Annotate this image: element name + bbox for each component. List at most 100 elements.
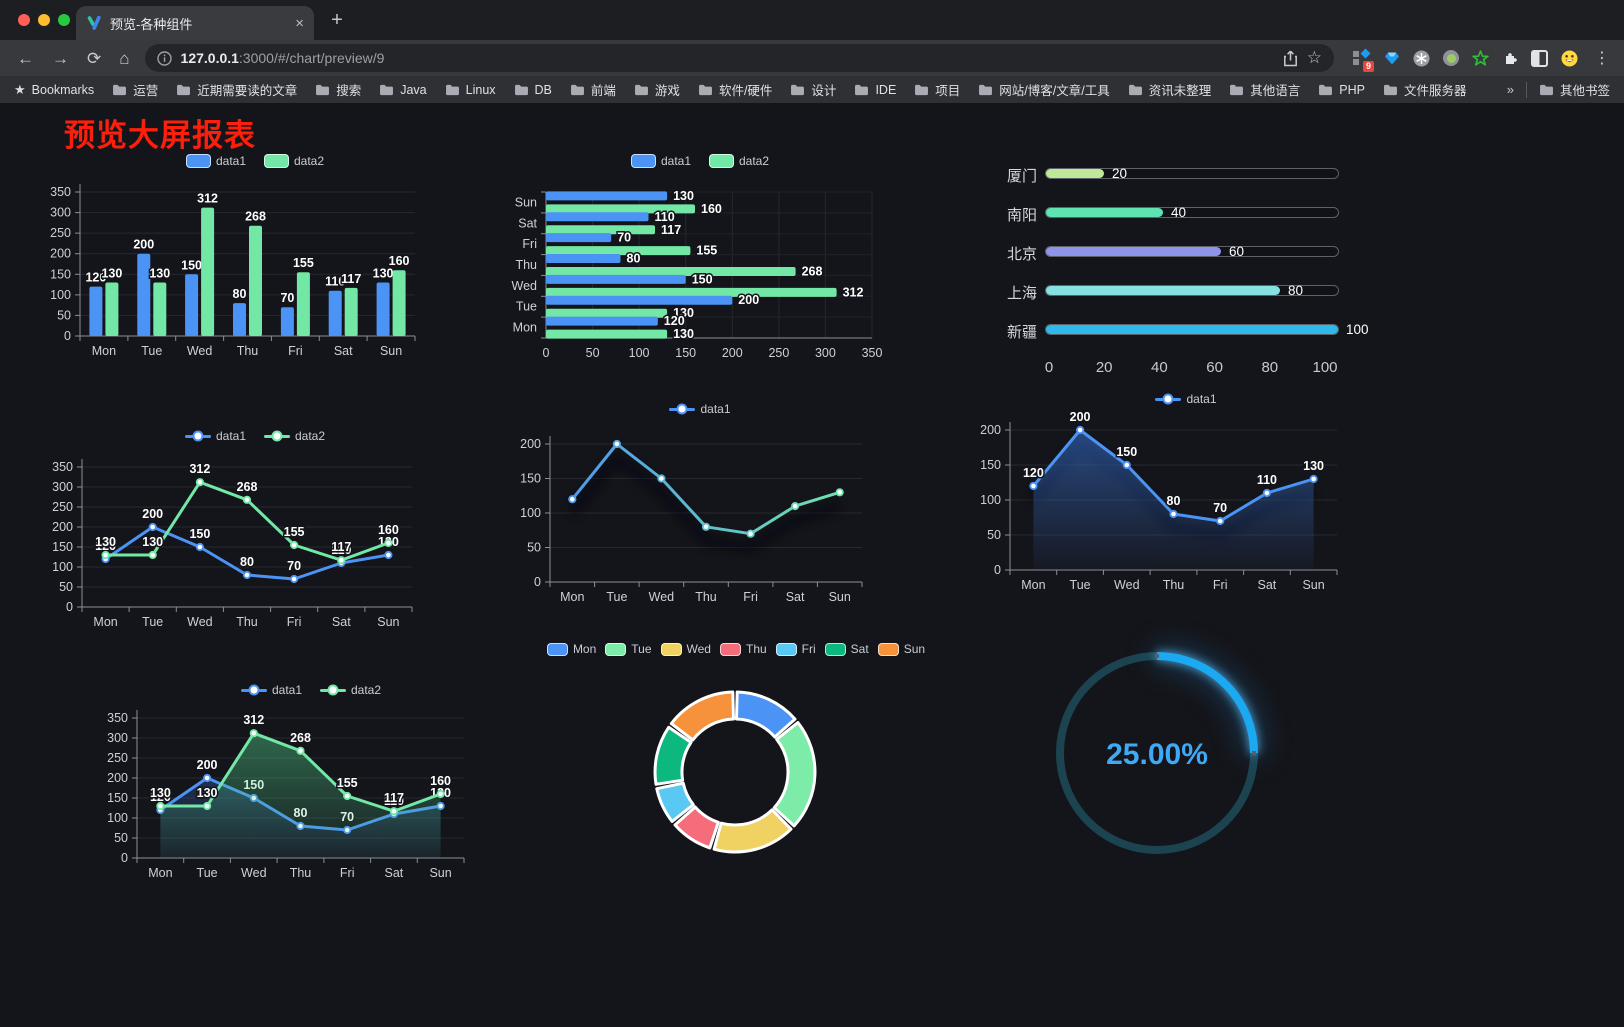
legend-item-data1[interactable]: data1 — [240, 683, 302, 697]
legend-item-Tue[interactable]: Tue — [605, 642, 652, 656]
svg-text:300: 300 — [50, 206, 71, 220]
fullscreen-window-button[interactable] — [58, 14, 70, 26]
legend-label: data2 — [351, 683, 382, 697]
extension-snowflake-icon[interactable] — [1413, 50, 1430, 67]
extension-grid-diamond-icon[interactable]: 9 — [1352, 48, 1374, 72]
progress-value: 60 — [1229, 244, 1245, 259]
pie-slice-Sat[interactable] — [653, 725, 693, 786]
reload-button[interactable]: ⟳ — [87, 48, 102, 68]
pie-slice-Fri[interactable] — [655, 781, 695, 823]
svg-text:Wed: Wed — [1114, 578, 1140, 592]
bookmark-folder-Linux[interactable]: Linux — [445, 80, 496, 99]
svg-text:350: 350 — [862, 346, 883, 360]
legend-item-Sat[interactable]: Sat — [824, 642, 869, 656]
legend-item-data1[interactable]: data1 — [184, 429, 246, 443]
bookmark-folder-其他语言[interactable]: 其他语言 — [1229, 80, 1300, 99]
back-button[interactable]: ← — [17, 48, 34, 68]
line-gradient-canvas: 0 50 100 150 200 Mon Tue Wed Thu Fri Sat Sun — [520, 436, 863, 604]
legend-item-Mon[interactable]: Mon — [546, 642, 596, 656]
bookmark-folder-Java[interactable]: Java — [379, 80, 427, 99]
bookmark-folder-项目[interactable]: 项目 — [914, 80, 960, 99]
legend-item-data2[interactable]: data2 — [264, 154, 324, 168]
legend-item-Thu[interactable]: Thu — [719, 642, 767, 656]
bookmark-folder-前端[interactable]: 前端 — [570, 80, 616, 99]
chart-legend: data1 data2 — [40, 429, 470, 443]
forward-button[interactable]: → — [52, 48, 69, 68]
legend-label: Tue — [631, 642, 652, 656]
svg-text:130: 130 — [101, 267, 122, 281]
minimize-window-button[interactable] — [38, 14, 50, 26]
legend-item-Wed[interactable]: Wed — [660, 642, 711, 656]
extension-gem-icon[interactable] — [1384, 51, 1400, 66]
browser-tab[interactable]: 预览-各种组件 × — [76, 6, 314, 40]
svg-text:Sat: Sat — [334, 344, 353, 358]
address-bar[interactable]: 127.0.0.1:3000/#/chart/preview/9 ☆ — [144, 44, 1334, 72]
browser-menu-icon[interactable]: ⋮ — [1594, 50, 1610, 67]
tab-close-icon[interactable]: × — [295, 14, 304, 32]
bookmark-items: 运营 近期需要读的文章 搜索 Java Linux DB 前端 游戏 软件/硬件 设计 IDE 项目 网… — [112, 80, 1489, 99]
pie-slice-Sun[interactable] — [669, 690, 735, 742]
svg-text:150: 150 — [980, 458, 1001, 472]
pie-slice-Wed[interactable] — [712, 808, 793, 854]
bookmark-folder-文件服务器[interactable]: 文件服务器 — [1383, 80, 1466, 99]
bookmark-folder-搜索[interactable]: 搜索 — [315, 80, 361, 99]
legend-item-data2[interactable]: data2 — [709, 154, 769, 168]
legend-item-Fri[interactable]: Fri — [775, 642, 816, 656]
share-icon[interactable] — [1283, 50, 1298, 67]
pie-slice-Tue[interactable] — [772, 721, 817, 828]
bookmark-folder-网站/博客/文章/工具[interactable]: 网站/博客/文章/工具 — [978, 80, 1110, 99]
other-bookmarks-folder[interactable]: 其他书签 — [1539, 80, 1610, 99]
progress-value: 80 — [1288, 283, 1304, 298]
axis-tick-label: 60 — [1206, 359, 1223, 376]
extension-green-star-icon[interactable] — [1472, 49, 1489, 67]
svg-text:Thu: Thu — [515, 258, 537, 272]
line-two-canvas: 0 50 100 150 200 250 300 350 Mon Tue Wed Thu Fri Sat S… — [52, 459, 413, 629]
bookmarks-manager[interactable]: ★ Bookmarks — [14, 82, 94, 98]
svg-text:130: 130 — [142, 535, 163, 549]
svg-text:150: 150 — [107, 791, 128, 805]
bookmark-folder-资讯未整理[interactable]: 资讯未整理 — [1128, 80, 1211, 99]
bookmark-star-icon[interactable]: ☆ — [1306, 48, 1322, 67]
svg-text:200: 200 — [197, 758, 218, 772]
bookmark-folder-PHP[interactable]: PHP — [1318, 80, 1365, 99]
site-info-icon[interactable] — [156, 50, 172, 66]
bookmark-folder-游戏[interactable]: 游戏 — [634, 80, 680, 99]
line-two-chart: 0 50 100 150 200 250 300 350 Mon Tue Wed Thu Fri Sat S… — [40, 423, 470, 641]
extension-puzzle-icon[interactable] — [1502, 50, 1518, 66]
bookmark-folder-DB[interactable]: DB — [514, 80, 552, 99]
grouped-bar-canvas: 0 50 100 150 200 250 300 350 Mon Tue Wed Thu Fri Sat S… — [50, 184, 416, 358]
legend-item-data2[interactable]: data2 — [264, 429, 325, 443]
svg-text:Mon: Mon — [93, 615, 117, 629]
legend-item-data1[interactable]: data1 — [1155, 392, 1217, 406]
progress-value: 100 — [1346, 322, 1369, 337]
legend-item-data1[interactable]: data1 — [669, 402, 731, 416]
new-tab-button[interactable]: + — [331, 9, 343, 31]
bookmarks-overflow-chevron[interactable]: » — [1506, 82, 1514, 97]
home-button[interactable]: ⌂ — [119, 48, 130, 68]
bookmark-label: 网站/博客/文章/工具 — [999, 84, 1110, 98]
svg-text:250: 250 — [50, 226, 71, 240]
extension-green-dot-icon[interactable] — [1443, 50, 1459, 66]
svg-text:Fri: Fri — [287, 615, 302, 629]
bookmark-label: 设计 — [811, 84, 837, 98]
weekday-donut-chart: Mon Tue Wed Thu Fri Sat Sun — [545, 634, 927, 888]
url-text[interactable]: 127.0.0.1:3000/#/chart/preview/9 — [181, 50, 1274, 66]
axis-tick-label: 100 — [1312, 359, 1338, 376]
svg-text:0: 0 — [994, 563, 1001, 577]
axis-tick-label: 80 — [1261, 359, 1279, 376]
bookmark-folder-近期需要读的文章[interactable]: 近期需要读的文章 — [176, 80, 297, 99]
legend-item-data2[interactable]: data2 — [320, 683, 381, 697]
extension-dark-mode-icon[interactable] — [1531, 49, 1548, 67]
close-window-button[interactable] — [18, 14, 30, 26]
svg-text:50: 50 — [527, 541, 541, 555]
legend-item-Sun[interactable]: Sun — [877, 642, 925, 656]
bookmark-folder-软件/硬件[interactable]: 软件/硬件 — [698, 80, 772, 99]
legend-item-data1[interactable]: data1 — [185, 154, 246, 168]
legend-item-data1[interactable]: data1 — [630, 154, 691, 168]
bookmark-folder-设计[interactable]: 设计 — [790, 80, 836, 99]
extension-emoji-icon[interactable] — [1561, 50, 1578, 67]
pie-slice-Mon[interactable] — [735, 690, 797, 739]
pie-slice-Thu[interactable] — [673, 805, 720, 850]
bookmark-folder-IDE[interactable]: IDE — [854, 80, 896, 99]
bookmark-folder-运营[interactable]: 运营 — [112, 80, 158, 99]
